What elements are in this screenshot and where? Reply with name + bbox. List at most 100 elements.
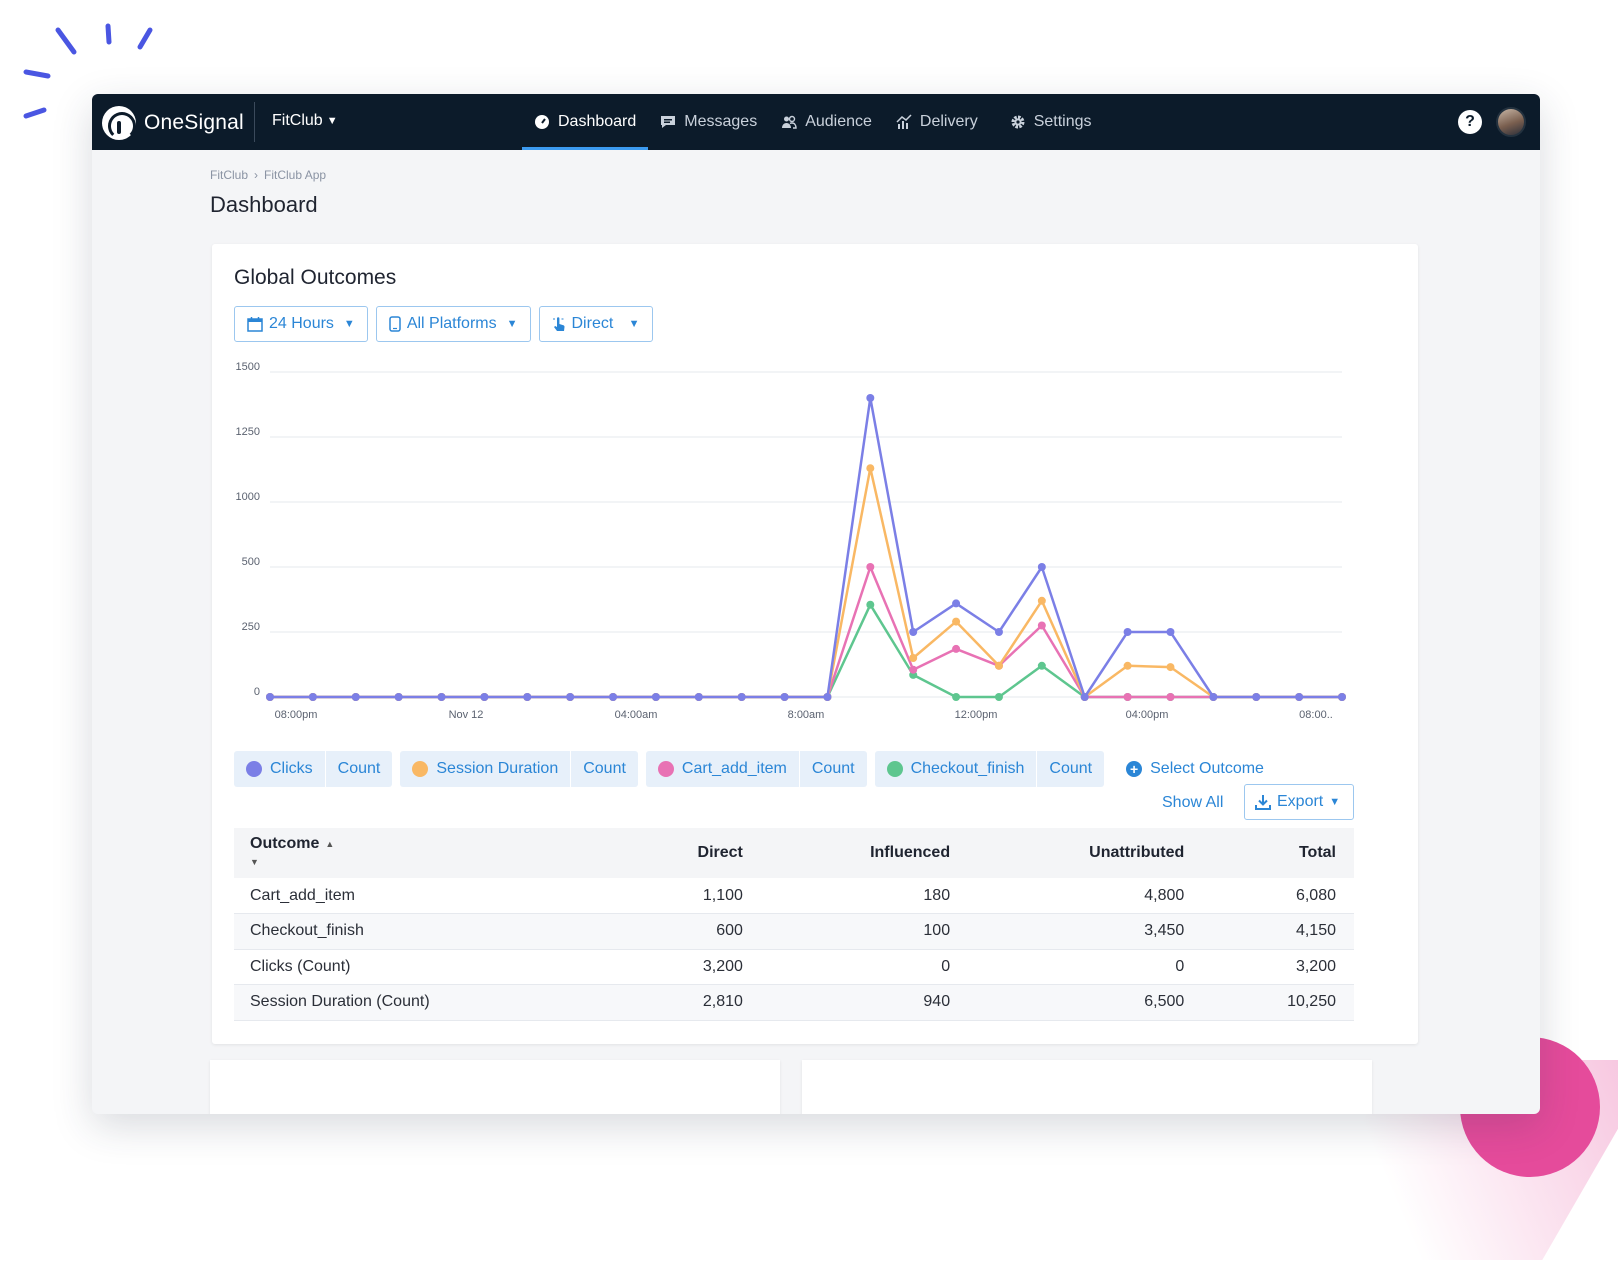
avatar[interactable] [1496, 107, 1526, 137]
card-title: Global Outcomes [234, 266, 397, 289]
attribution-dropdown[interactable]: Direct ▼ [538, 306, 653, 342]
legend-metric[interactable]: Count [811, 760, 855, 777]
series-dot-icon [657, 761, 674, 777]
legend-chip-clicks[interactable]: Clicks Count [234, 751, 393, 787]
nav-label: Delivery [919, 113, 978, 130]
column-header-total: Total [1202, 828, 1354, 878]
y-tick-label: 1500 [236, 361, 260, 373]
audience-icon [782, 115, 797, 129]
data-point [1037, 661, 1046, 670]
cell-unattributed: 0 [968, 949, 1203, 985]
cell-total: 3,200 [1202, 949, 1354, 985]
legend-outcome[interactable]: Clicks [234, 751, 326, 787]
cell-influenced: 100 [760, 913, 969, 950]
data-point [866, 394, 875, 402]
legend-metric[interactable]: Count [1049, 760, 1093, 777]
data-point [566, 693, 575, 701]
data-point [1037, 621, 1046, 630]
nav-item-delivery[interactable]: Delivery [884, 94, 990, 150]
time-range-dropdown[interactable]: 24 Hours ▼ [234, 306, 368, 342]
data-point [909, 654, 918, 662]
data-point [1166, 663, 1175, 672]
data-point [651, 693, 660, 701]
legend-metric[interactable]: Count [337, 760, 381, 777]
select-outcome-button[interactable]: + Select Outcome [1126, 760, 1264, 778]
decorative-burst-lines [23, 23, 153, 119]
attribution-label: Direct [571, 315, 614, 332]
nav-item-messages[interactable]: Messages [648, 94, 769, 150]
cell-influenced: 940 [760, 984, 969, 1021]
nav-item-settings[interactable]: Settings [998, 94, 1104, 150]
data-point [1166, 628, 1175, 636]
platform-label: All Platforms [406, 315, 497, 332]
delivery-icon [896, 114, 912, 129]
data-point [1252, 693, 1261, 701]
legend-outcome[interactable]: Session Duration [400, 751, 572, 787]
cell-unattributed: 4,800 [968, 878, 1203, 914]
x-tick-label: 04:00am [615, 709, 658, 721]
cell-unattributed: 3,450 [968, 913, 1203, 950]
nav-label: Settings [1033, 113, 1092, 130]
data-point [1037, 596, 1046, 605]
cell-outcome: Clicks (Count) [234, 949, 616, 985]
legend-chip-checkout-finish[interactable]: Checkout_finish Count [874, 751, 1105, 787]
legend-metric[interactable]: Count [583, 760, 626, 777]
cell-outcome: Checkout_finish [234, 913, 616, 950]
show-all-link[interactable]: Show All [1162, 794, 1224, 811]
tap-icon [552, 317, 565, 331]
time-range-label: 24 Hours [269, 315, 334, 332]
onesignal-logo[interactable]: OneSignal [102, 106, 244, 140]
column-header-outcome[interactable]: Outcome ▲ ▼ [234, 828, 616, 878]
data-point [1123, 628, 1132, 636]
data-point [909, 665, 918, 674]
data-point [909, 628, 918, 636]
legend-outcome[interactable]: Cart_add_item [646, 751, 800, 787]
data-point [737, 693, 746, 701]
outcomes-table: Outcome ▲ ▼ Direct Influenced Unattributed… [234, 828, 1354, 1021]
data-point [866, 563, 875, 571]
export-dropdown[interactable]: Export ▼ [1244, 784, 1354, 820]
nav-label: Messages [684, 113, 758, 130]
data-point [308, 693, 317, 701]
platform-dropdown[interactable]: All Platforms ▼ [375, 306, 531, 342]
cell-outcome: Cart_add_item [234, 878, 616, 914]
app-name: FitClub [272, 112, 323, 129]
nav-item-audience[interactable]: Audience [769, 94, 884, 150]
data-point [866, 464, 875, 473]
data-point [780, 693, 789, 701]
outcomes-line-chart: 1500 1250 1000 500 250 0 08:00pm Nov 12 04:00am 8… [236, 361, 1346, 721]
y-tick-label: 0 [254, 686, 260, 698]
y-tick-label: 1000 [236, 491, 260, 503]
series-line [270, 603, 1342, 699]
secondary-card-left [210, 1060, 780, 1114]
help-icon[interactable]: ? [1458, 110, 1482, 134]
dashboard-icon [535, 115, 549, 129]
series-line [270, 396, 1342, 699]
nav-item-dashboard[interactable]: Dashboard [522, 94, 649, 150]
data-point [1037, 563, 1046, 571]
data-point [394, 693, 403, 701]
table-header-row: Outcome ▲ ▼ Direct Influenced Unattributed… [234, 828, 1354, 878]
column-header-influenced: Influenced [760, 828, 969, 878]
data-point [1123, 661, 1132, 670]
breadcrumb-item-app[interactable]: FitClub App [264, 168, 327, 182]
legend-chip-cart-add-item[interactable]: Cart_add_item Count [645, 751, 867, 787]
breadcrumb-item-org[interactable]: FitClub [210, 168, 249, 182]
messages-icon [661, 116, 676, 128]
cell-direct: 3,200 [615, 949, 761, 985]
data-point [480, 693, 489, 701]
cell-total: 6,080 [1202, 878, 1354, 914]
top-navbar: OneSignal FitClub ▼ Dashboard Messages A… [92, 94, 1540, 150]
data-point [609, 693, 618, 701]
plus-circle-icon: + [1126, 761, 1143, 777]
app-switcher-dropdown[interactable]: FitClub ▼ [272, 112, 338, 130]
data-point [994, 628, 1003, 636]
download-icon [1255, 795, 1271, 810]
nav-label: Dashboard [558, 113, 637, 130]
legend-outcome[interactable]: Checkout_finish [875, 751, 1038, 787]
data-point [952, 644, 961, 653]
breadcrumb: FitClub › FitClub App [210, 168, 326, 182]
legend-chip-session-duration[interactable]: Session Duration Count [400, 751, 638, 787]
data-point [1295, 693, 1304, 701]
data-point [1209, 693, 1218, 701]
